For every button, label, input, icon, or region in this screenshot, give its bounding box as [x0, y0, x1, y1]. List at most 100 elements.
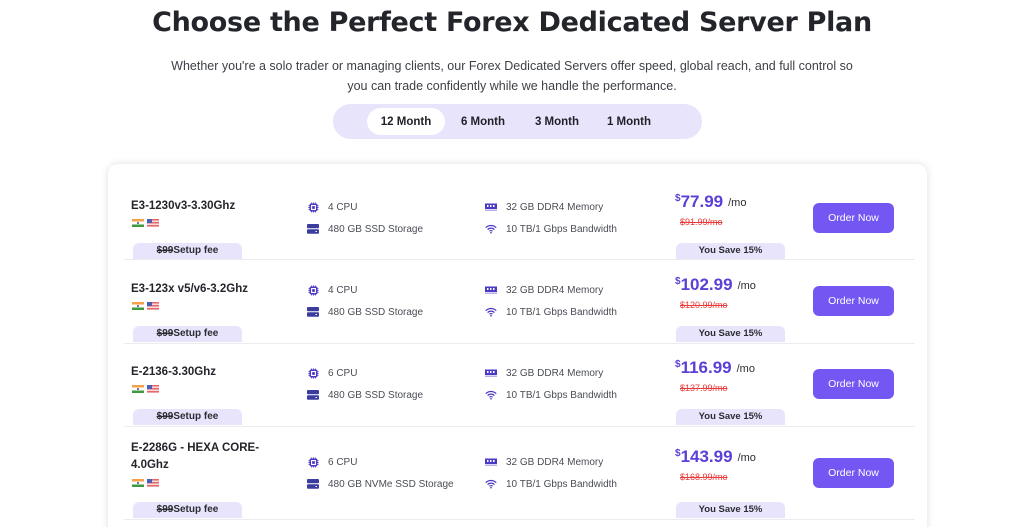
spec-cpu: 4 CPU	[307, 201, 357, 213]
storage-drive-icon	[307, 223, 319, 235]
setup-fee-badge: $99Setup fee	[133, 409, 242, 425]
price-amount: 143.99	[680, 447, 733, 466]
spec-memory-text: 32 GB DDR4 Memory	[506, 284, 604, 296]
order-now-button[interactable]: Order Now	[813, 203, 894, 233]
price: $ 143.99 /mo	[675, 447, 756, 467]
price-amount: 102.99	[680, 275, 733, 294]
plan-row: E3-123x v5/v6-3.2Ghz $99Setup fee 4 CPU …	[108, 260, 927, 343]
price-period: /mo	[737, 452, 756, 464]
savings-badge: You Save 15%	[676, 502, 785, 518]
memory-ram-icon	[485, 284, 497, 296]
price-currency: $	[675, 276, 681, 287]
wifi-bandwidth-icon	[485, 478, 497, 490]
spec-cpu: 6 CPU	[307, 367, 357, 379]
location-flags	[132, 302, 159, 310]
india-flag-icon	[132, 302, 144, 310]
tab-3-month[interactable]: 3 Month	[534, 115, 580, 128]
plan-name: E-2136-3.30Ghz	[131, 366, 217, 378]
plan-row: E-2286G - HEXA CORE-4.0Ghz $99Setup fee …	[108, 427, 927, 522]
plan-row: E-2136-3.30Ghz $99Setup fee 6 CPU 480 GB…	[108, 344, 927, 426]
row-divider	[124, 519, 915, 520]
spec-cpu-text: 6 CPU	[328, 456, 358, 468]
setup-fee-old: $99	[156, 504, 174, 515]
old-price: $137.99/mo	[680, 383, 728, 393]
spec-storage-text: 480 GB SSD Storage	[328, 306, 424, 318]
order-now-button[interactable]: Order Now	[813, 286, 894, 316]
old-price: $120.99/mo	[680, 300, 728, 310]
spec-cpu-text: 6 CPU	[328, 367, 358, 379]
old-price: $91.99/mo	[680, 217, 723, 227]
spec-bandwidth: 10 TB/1 Gbps Bandwidth	[485, 389, 617, 401]
spec-bandwidth-text: 10 TB/1 Gbps Bandwidth	[506, 478, 617, 490]
usa-flag-icon	[147, 385, 159, 393]
plan-name: E3-1230v3-3.30Ghz	[131, 200, 236, 212]
row-divider	[124, 259, 915, 260]
setup-fee-label: Setup fee	[173, 504, 219, 515]
setup-fee-badge: $99Setup fee	[133, 326, 242, 342]
plan-name: E3-123x v5/v6-3.2Ghz	[131, 283, 248, 295]
spec-memory-text: 32 GB DDR4 Memory	[506, 367, 604, 379]
memory-ram-icon	[485, 201, 497, 213]
price: $ 116.99 /mo	[675, 358, 755, 378]
spec-cpu: 6 CPU	[307, 456, 357, 468]
india-flag-icon	[132, 479, 144, 487]
spec-bandwidth-text: 10 TB/1 Gbps Bandwidth	[506, 223, 617, 235]
cpu-chip-icon	[307, 201, 319, 213]
spec-memory: 32 GB DDR4 Memory	[485, 284, 603, 296]
cpu-chip-icon	[307, 284, 319, 296]
tab-1-month[interactable]: 1 Month	[606, 115, 652, 128]
location-flags	[132, 479, 159, 487]
india-flag-icon	[132, 219, 144, 227]
price-amount: 77.99	[680, 192, 724, 211]
setup-fee-label: Setup fee	[173, 411, 219, 422]
tab-12-month[interactable]: 12 Month	[367, 108, 445, 135]
price-currency: $	[675, 448, 681, 459]
spec-memory: 32 GB DDR4 Memory	[485, 367, 603, 379]
spec-storage-text: 480 GB NVMe SSD Storage	[328, 478, 454, 490]
spec-memory-text: 32 GB DDR4 Memory	[506, 201, 604, 213]
spec-storage: 480 GB SSD Storage	[307, 389, 423, 401]
setup-fee-label: Setup fee	[173, 245, 219, 256]
price-currency: $	[675, 193, 681, 204]
wifi-bandwidth-icon	[485, 306, 497, 318]
spec-storage: 480 GB NVMe SSD Storage	[307, 478, 454, 490]
savings-badge: You Save 15%	[676, 326, 785, 342]
price-currency: $	[675, 359, 681, 370]
savings-badge: You Save 15%	[676, 243, 785, 259]
price: $ 102.99 /mo	[675, 275, 756, 295]
storage-drive-icon	[307, 478, 319, 490]
order-now-button[interactable]: Order Now	[813, 458, 894, 488]
spec-storage-text: 480 GB SSD Storage	[328, 389, 424, 401]
spec-storage-text: 480 GB SSD Storage	[328, 223, 424, 235]
setup-fee-badge: $99Setup fee	[133, 243, 242, 259]
plans-card: E3-1230v3-3.30Ghz $99Setup fee 4 CPU 480…	[108, 164, 927, 527]
plan-name: E-2286G - HEXA CORE-4.0Ghz	[131, 442, 260, 471]
setup-fee-old: $99	[156, 245, 174, 256]
savings-badge: You Save 15%	[676, 409, 785, 425]
setup-fee-badge: $99Setup fee	[133, 502, 242, 518]
setup-fee-old: $99	[156, 328, 174, 339]
storage-drive-icon	[307, 389, 319, 401]
spec-storage: 480 GB SSD Storage	[307, 223, 423, 235]
storage-drive-icon	[307, 306, 319, 318]
spec-bandwidth-text: 10 TB/1 Gbps Bandwidth	[506, 389, 617, 401]
price-period: /mo	[737, 280, 756, 292]
row-divider	[124, 426, 915, 427]
old-price: $168.99/mo	[680, 472, 728, 482]
cpu-chip-icon	[307, 456, 319, 468]
tab-6-month[interactable]: 6 Month	[460, 115, 506, 128]
usa-flag-icon	[147, 479, 159, 487]
spec-bandwidth: 10 TB/1 Gbps Bandwidth	[485, 478, 617, 490]
page-title: Choose the Perfect Forex Dedicated Serve…	[152, 7, 872, 38]
spec-cpu: 4 CPU	[307, 284, 357, 296]
location-flags	[132, 385, 159, 393]
price-period: /mo	[736, 363, 755, 375]
price: $ 77.99 /mo	[675, 192, 746, 212]
page-subtitle: Whether you're a solo trader or managing…	[171, 59, 853, 93]
spec-bandwidth: 10 TB/1 Gbps Bandwidth	[485, 223, 617, 235]
order-now-button[interactable]: Order Now	[813, 369, 894, 399]
spec-cpu-text: 4 CPU	[328, 284, 358, 296]
spec-memory: 32 GB DDR4 Memory	[485, 201, 603, 213]
wifi-bandwidth-icon	[485, 389, 497, 401]
plan-row: E3-1230v3-3.30Ghz $99Setup fee 4 CPU 480…	[108, 164, 927, 259]
